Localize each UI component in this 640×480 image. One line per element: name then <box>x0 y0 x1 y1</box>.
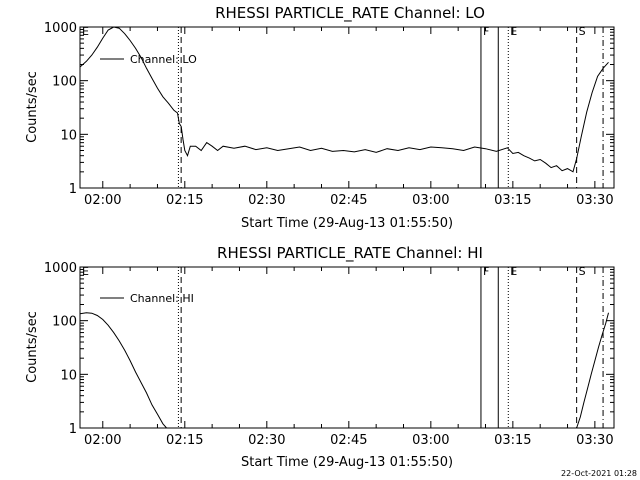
time-marker-label: E <box>510 265 517 278</box>
series-line <box>80 27 609 173</box>
y-tick-label: 100 <box>52 315 77 330</box>
time-marker-label: E <box>82 25 89 38</box>
panel-lo: RHESSI PARTICLE_RATE Channel: LO Start T… <box>25 4 615 231</box>
y-tick-label: 100 <box>52 75 77 90</box>
x-tick-label: 02:15 <box>166 193 203 208</box>
y-tick-label: 1000 <box>44 261 77 276</box>
x-tick-label: 03:15 <box>494 193 531 208</box>
x-axis-label: Start Time (29-Aug-13 01:55:50) <box>241 216 453 231</box>
x-tick-label: 03:00 <box>412 433 449 448</box>
y-tick-label: 10 <box>60 128 77 143</box>
series-line <box>576 312 609 428</box>
y-axis-label: Counts/sec <box>25 71 40 143</box>
x-tick-label: 02:45 <box>330 433 367 448</box>
series-line <box>80 312 167 428</box>
time-marker-label: E <box>82 265 89 278</box>
x-tick-label: 02:00 <box>84 193 121 208</box>
x-tick-label: 03:15 <box>494 433 531 448</box>
time-marker-label: S <box>579 265 586 278</box>
chart-title: RHESSI PARTICLE_RATE Channel: HI <box>217 244 483 263</box>
chart-title: RHESSI PARTICLE_RATE Channel: LO <box>215 4 485 23</box>
legend-label: Channel: LO <box>130 53 197 66</box>
y-tick-label: 1 <box>69 182 77 197</box>
x-tick-label: 02:00 <box>84 433 121 448</box>
x-tick-label: 03:30 <box>576 433 613 448</box>
time-marker-label: F <box>483 25 489 38</box>
x-tick-label: 02:30 <box>248 193 285 208</box>
time-marker-label: F <box>483 265 489 278</box>
time-marker-label: E <box>510 25 517 38</box>
y-axis-label: Counts/sec <box>25 311 40 383</box>
x-tick-label: 03:00 <box>412 193 449 208</box>
generated-timestamp: 22-Oct-2021 01:28 <box>561 469 637 478</box>
panel-hi: RHESSI PARTICLE_RATE Channel: HI Start T… <box>25 244 615 470</box>
y-tick-label: 1000 <box>44 21 77 36</box>
x-axis-label: Start Time (29-Aug-13 01:55:50) <box>241 455 453 470</box>
legend-label: Channel: HI <box>130 292 194 305</box>
y-tick-label: 1 <box>69 422 77 437</box>
x-tick-label: 02:30 <box>248 433 285 448</box>
x-tick-label: 02:45 <box>330 193 367 208</box>
x-tick-label: 03:30 <box>576 193 613 208</box>
y-tick-label: 10 <box>60 368 77 383</box>
plot-frame <box>79 26 615 189</box>
time-marker-label: S <box>579 25 586 38</box>
x-tick-label: 02:15 <box>166 433 203 448</box>
